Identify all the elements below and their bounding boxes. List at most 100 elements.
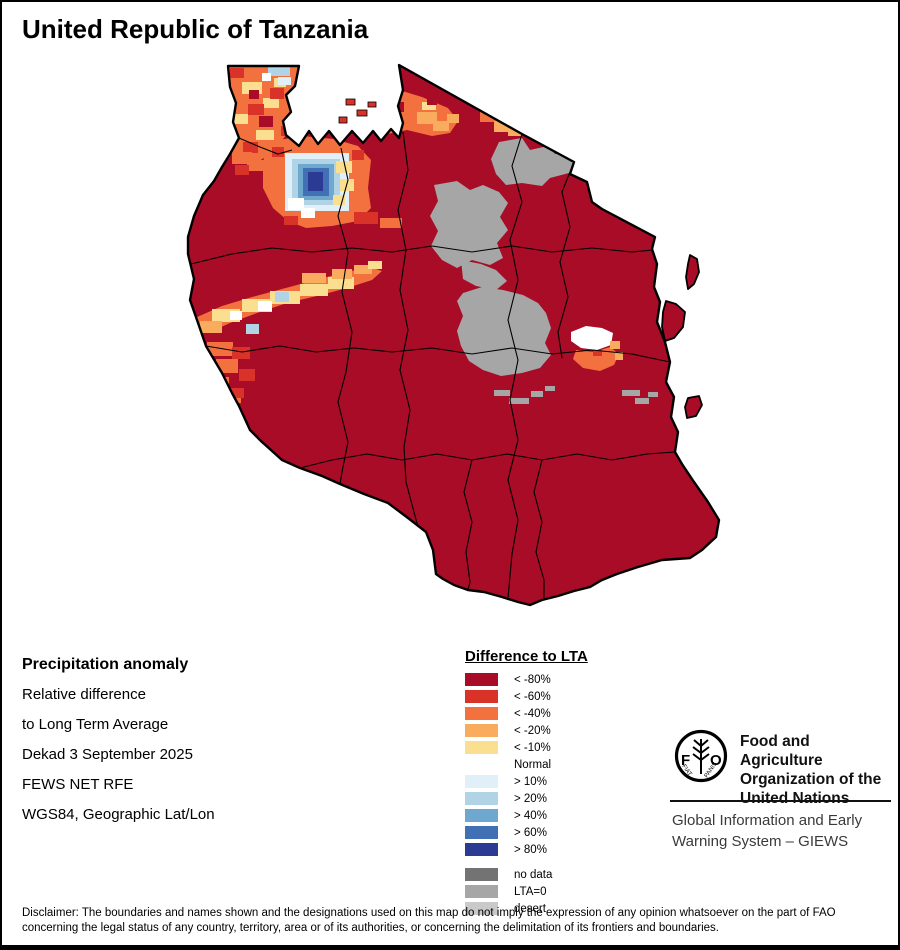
anomaly-patch	[230, 311, 242, 320]
anomaly-patch	[301, 208, 315, 218]
anomaly-patch	[417, 112, 437, 124]
anomaly-patch	[380, 218, 402, 228]
region-boundary-line	[299, 451, 676, 469]
anomaly-patch	[447, 114, 459, 123]
anomaly-patch	[494, 390, 510, 396]
anomaly-patch	[200, 321, 222, 333]
legend-label: < -60%	[514, 690, 551, 703]
legend-label: < -40%	[514, 707, 551, 720]
anomaly-patch	[278, 77, 291, 85]
legend-label: < -10%	[514, 741, 551, 754]
anomaly-patches	[195, 66, 658, 419]
anomaly-patch	[610, 341, 620, 349]
legend-swatch	[465, 809, 498, 822]
legend-row: Normal	[465, 756, 665, 773]
legend-title: Difference to LTA	[465, 648, 588, 665]
fao-org-text: Food and Agriculture Organization of the U…	[740, 732, 892, 808]
anomaly-patch	[368, 261, 382, 269]
legend-row: < -20%	[465, 722, 665, 739]
anomaly-patch	[558, 133, 572, 143]
anomaly-patch	[545, 386, 555, 391]
anomaly-patch	[248, 104, 264, 115]
anomaly-patch	[457, 287, 551, 376]
anomaly-patch	[268, 66, 290, 76]
anomaly-patch	[615, 352, 623, 360]
legend-row: > 20%	[465, 790, 665, 807]
anomaly-patch	[308, 172, 323, 191]
region-boundary-line	[463, 459, 473, 591]
anomaly-patch	[239, 369, 255, 381]
anomaly-patch	[246, 324, 259, 334]
anomaly-patch	[433, 121, 449, 131]
info-line: Relative difference	[22, 686, 146, 703]
anomaly-patch	[288, 198, 304, 210]
anomaly-patch	[249, 90, 259, 99]
region-boundary-line	[507, 133, 523, 599]
region-boundary-line	[205, 345, 671, 363]
anomaly-patch	[235, 165, 249, 175]
anomaly-patch	[574, 154, 590, 164]
anomaly-patch	[230, 388, 244, 398]
anomaly-patch	[494, 121, 518, 132]
info-lines: Relative difference to Long Term Average D…	[22, 680, 352, 830]
anomaly-patch	[573, 347, 619, 371]
legend-row: < -10%	[465, 739, 665, 756]
anomaly-patch	[593, 350, 602, 356]
legend-label: < -20%	[514, 724, 551, 737]
legend: Difference to LTA < -80% < -60% < -40% < -2…	[465, 648, 665, 917]
anomaly-patch	[336, 161, 352, 173]
legend-label: LTA=0	[514, 885, 547, 898]
region-boundary-line	[238, 137, 293, 155]
region-boundary-line	[190, 245, 654, 265]
anomaly-patch	[461, 260, 507, 290]
anomaly-patch	[300, 284, 328, 296]
legend-row: < -80%	[465, 671, 665, 688]
legend-swatch	[465, 775, 498, 788]
anomaly-patch	[508, 128, 521, 136]
legend-row: > 60%	[465, 824, 665, 841]
info-line: Dekad 3 September 2025	[22, 746, 193, 763]
legend-row: desert	[465, 900, 665, 917]
fao-logo-icon: F O FIAT PANIS	[674, 729, 728, 783]
anomaly-patch	[256, 130, 274, 140]
legend-swatch	[465, 724, 498, 737]
anomaly-patch	[203, 374, 215, 384]
giews-line: Global Information and Early	[672, 812, 863, 829]
islands	[661, 254, 703, 419]
country-outline	[186, 63, 721, 607]
legend-label: < -80%	[514, 673, 551, 686]
anomaly-patch	[531, 391, 543, 397]
island	[684, 395, 703, 419]
fao-org-line: Food and Agriculture	[740, 733, 823, 769]
legend-row: > 40%	[465, 807, 665, 824]
legend-label: > 60%	[514, 826, 547, 839]
island	[661, 300, 686, 342]
lake-island	[367, 101, 377, 108]
giews-text: Global Information and Early Warning Syst…	[672, 810, 862, 852]
anomaly-patch	[284, 216, 298, 225]
legend-label: > 20%	[514, 792, 547, 805]
info-line: WGS84, Geographic Lat/Lon	[22, 806, 215, 823]
wheat-stalk-icon	[692, 739, 710, 774]
anomaly-patch	[275, 292, 289, 302]
legend-swatch	[465, 843, 498, 856]
legend-swatch	[465, 792, 498, 805]
anomaly-patch	[422, 102, 436, 110]
legend-row: > 10%	[465, 773, 665, 790]
lake-islands	[338, 98, 377, 124]
anomaly-patch	[328, 277, 354, 289]
region-boundary-line	[557, 161, 575, 359]
lake-island	[356, 109, 368, 117]
fao-divider	[670, 800, 891, 802]
anomaly-patch	[213, 409, 229, 419]
legend-swatch	[465, 707, 498, 720]
anomaly-patch	[302, 273, 326, 283]
legend-label: > 80%	[514, 843, 547, 856]
fao-letter-o: O	[710, 752, 722, 769]
region-boundary-line	[337, 147, 353, 485]
island	[685, 254, 700, 290]
anomaly-patch	[648, 392, 658, 397]
anomaly-patch	[571, 326, 613, 350]
anomaly-patch	[354, 265, 372, 274]
